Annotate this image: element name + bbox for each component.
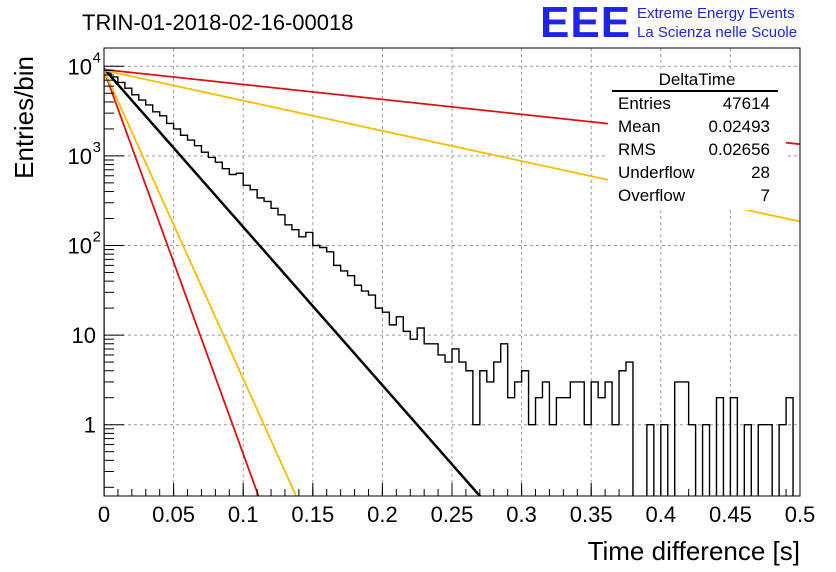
- histogram-bars: [104, 71, 794, 496]
- y-tick-label: 10: [68, 54, 92, 79]
- x-tick-label: 0.5: [785, 502, 816, 527]
- y-tick-label: 10: [68, 144, 92, 169]
- run-title: TRIN-01-2018-02-16-00018: [82, 10, 354, 35]
- x-tick-label: 0.4: [646, 502, 677, 527]
- axes: 0 0.05 0.1 0.15 0.2 0.25 0.3 0.35 0.4 0.45 0.5 1 10 1…: [68, 49, 816, 527]
- grid-lines: [104, 48, 800, 496]
- stats-key: RMS: [618, 140, 656, 159]
- eee-logo-mark: EEE: [540, 0, 632, 47]
- y-tick-label: 10: [72, 323, 96, 348]
- stats-value: 0.02493: [708, 117, 770, 136]
- x-tick-label: 0.25: [431, 502, 474, 527]
- stats-title-underline: [612, 90, 778, 92]
- stats-box: DeltaTime Entries 47614 Mean 0.02493 RMS…: [608, 70, 786, 210]
- stats-key: Mean: [618, 117, 661, 136]
- fit-line-4: [104, 69, 260, 496]
- x-tick-label: 0.05: [152, 502, 195, 527]
- x-tick-label: 0.35: [570, 502, 613, 527]
- y-tick-exponent: 4: [93, 49, 101, 66]
- stats-value: 47614: [722, 94, 770, 113]
- x-tick-label: 0.3: [506, 502, 537, 527]
- y-tick-label: 10: [68, 233, 92, 258]
- y-tick-exponent: 3: [93, 139, 101, 156]
- x-axis-label: Time difference [s]: [588, 536, 800, 566]
- stats-value: 28: [751, 163, 770, 182]
- stats-key: Underflow: [618, 163, 695, 182]
- x-tick-label: 0.15: [291, 502, 334, 527]
- x-tick-label: 0: [98, 502, 110, 527]
- y-tick-exponent: 2: [93, 228, 101, 245]
- fit-line-5: [104, 69, 297, 496]
- logo-tagline-1: Extreme Energy Events: [637, 5, 795, 22]
- stats-key: Entries: [618, 94, 671, 113]
- plot-area: [104, 67, 800, 496]
- eee-logo: EEE Extreme Energy Events La Scienza nel…: [540, 0, 836, 47]
- stats-key: Overflow: [618, 186, 686, 205]
- logo-tagline-2: La Scienza nelle Scuole: [637, 24, 798, 41]
- fit-line-1: [104, 67, 482, 496]
- y-axis-label: Entries/bin: [9, 56, 39, 179]
- x-tick-label: 0.2: [367, 502, 398, 527]
- x-tick-label: 0.45: [709, 502, 752, 527]
- y-tick-label: 1: [84, 413, 96, 438]
- x-tick-label: 0.1: [228, 502, 259, 527]
- stats-value: 7: [760, 186, 770, 205]
- stats-title: DeltaTime: [658, 70, 736, 89]
- stats-value: 0.02656: [708, 140, 770, 159]
